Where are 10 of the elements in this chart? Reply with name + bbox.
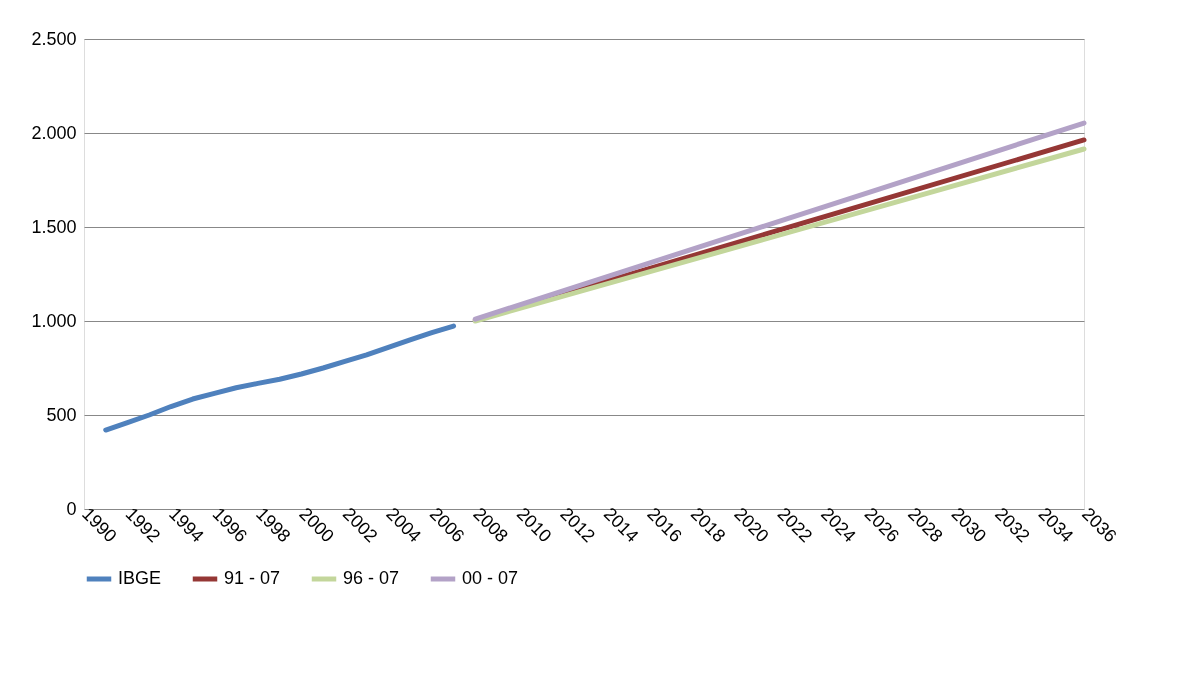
y-tick-label: 0: [66, 498, 77, 519]
y-tick-label: 1.000: [31, 310, 77, 331]
y-tick-label: 500: [46, 404, 77, 425]
y-tick-label: 2.000: [31, 122, 77, 143]
legend-label: 91 - 07: [224, 568, 281, 588]
y-tick-label: 2.500: [31, 28, 77, 49]
legend-label: 96 - 07: [343, 568, 400, 588]
legend-label: 00 - 07: [462, 568, 519, 588]
y-tick-label: 1.500: [31, 216, 77, 237]
legend-label: IBGE: [118, 568, 162, 588]
